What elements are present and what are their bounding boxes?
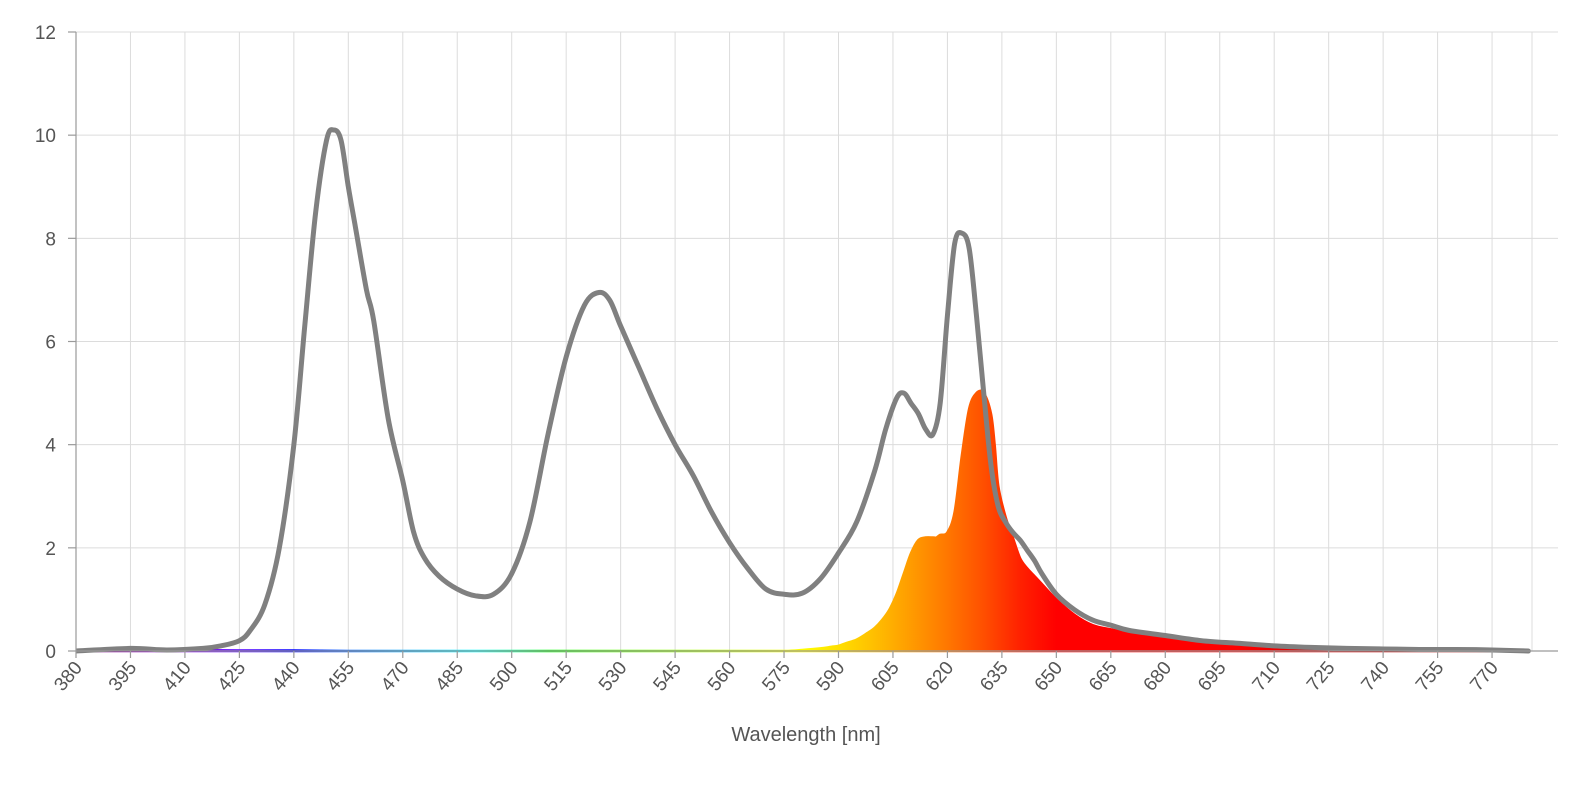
y-tick-label: 8 (45, 229, 56, 250)
x-tick-label: 710 (1249, 658, 1285, 696)
y-tick-label: 0 (45, 642, 56, 663)
x-tick-label: 575 (758, 658, 794, 696)
x-tick-label: 695 (1194, 658, 1230, 696)
x-tick-label: 515 (541, 658, 577, 696)
x-tick-label: 590 (813, 658, 849, 696)
x-tick-label: 485 (432, 658, 468, 696)
x-tick-label: 680 (1140, 658, 1176, 696)
y-tick-label: 4 (45, 436, 56, 457)
x-tick-label: 470 (377, 658, 413, 696)
x-tick-label: 725 (1303, 658, 1339, 696)
x-tick-label: 410 (159, 658, 195, 696)
x-tick-label: 500 (486, 658, 522, 696)
y-tick-label: 6 (45, 333, 56, 354)
y-tick-label: 10 (35, 126, 56, 147)
x-tick-label: 605 (867, 658, 903, 696)
y-tick-label: 12 (35, 23, 56, 44)
tick-labels: 380 395 410 425 440 455 470 485 500 515 530 545 560 5… (35, 23, 1503, 695)
grid (75, 31, 1558, 652)
x-tick-label: 395 (105, 658, 141, 696)
x-tick-label: 770 (1466, 658, 1502, 696)
x-tick-label: 650 (1031, 658, 1067, 696)
axes (68, 31, 1558, 658)
total-spectrum-line (76, 127, 1531, 654)
x-tick-label: 545 (649, 658, 685, 696)
x-tick-label: 665 (1085, 658, 1121, 696)
x-tick-label: 620 (922, 658, 958, 696)
x-tick-label: 740 (1357, 658, 1393, 696)
x-tick-label: 560 (704, 658, 740, 696)
x-tick-label: 635 (976, 658, 1012, 696)
x-tick-label: 530 (595, 658, 631, 696)
x-tick-label: 425 (214, 658, 250, 696)
x-axis-title: Wavelength [nm] (731, 724, 880, 746)
x-tick-label: 755 (1412, 658, 1448, 696)
y-tick-label: 2 (45, 539, 56, 560)
x-tick-label: 455 (323, 658, 359, 696)
x-tick-label: 380 (50, 658, 86, 696)
x-tick-label: 440 (268, 658, 304, 696)
